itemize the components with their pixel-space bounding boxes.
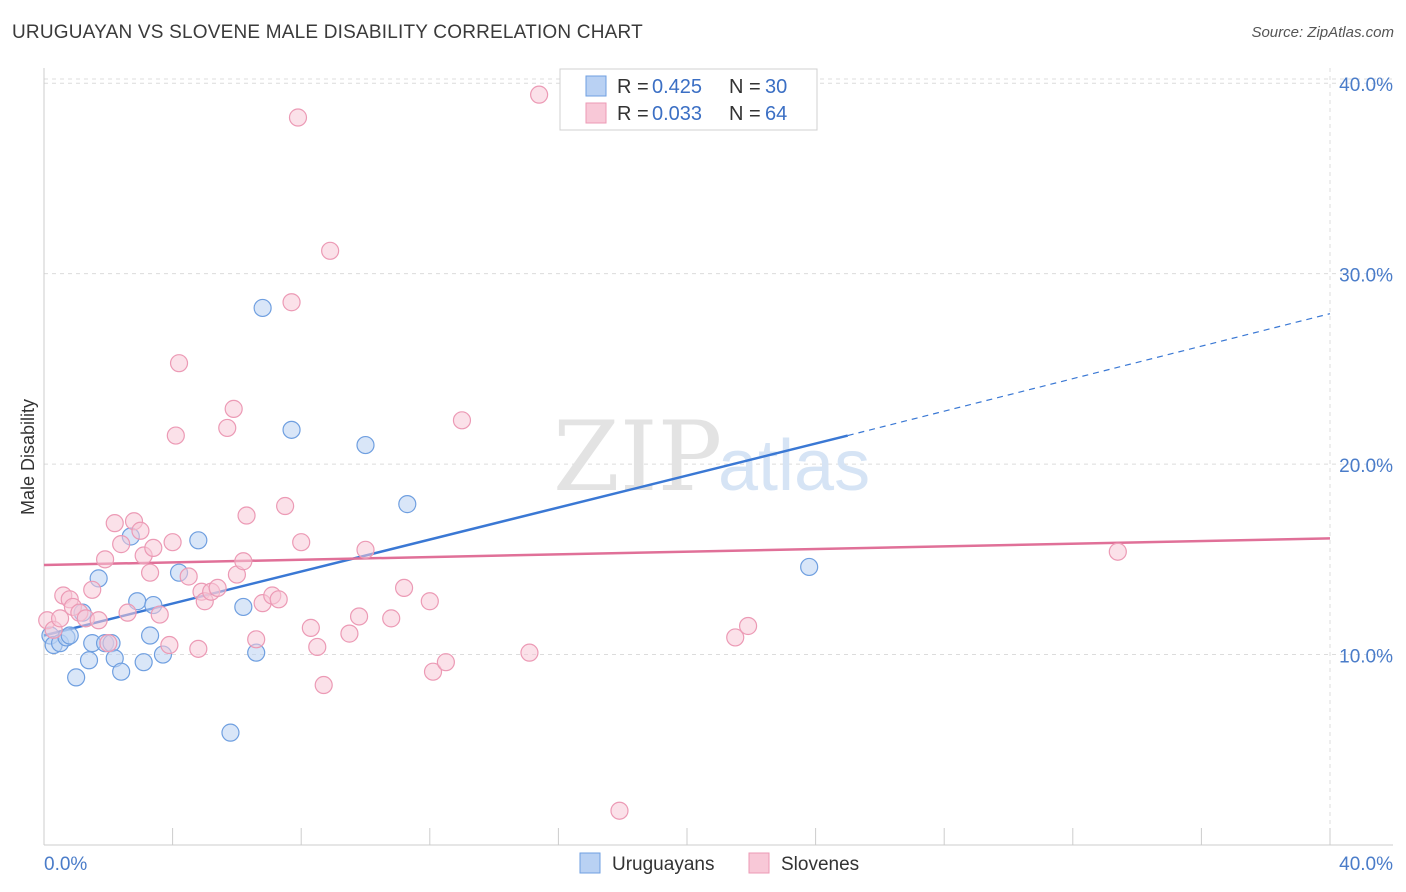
legend-r-label-1: R = (617, 76, 649, 98)
bottom-legend-swatch-uruguayans (579, 852, 601, 874)
point-slovenes-42 (288, 108, 308, 127)
point-uruguayans-26 (282, 420, 301, 439)
legend-n-value-2: 64 (765, 103, 787, 125)
point-slovenes-20 (150, 605, 169, 624)
point-slovenes-43 (292, 533, 311, 552)
point-slovenes-11 (99, 634, 118, 653)
point-uruguayans-25 (253, 298, 272, 318)
point-uruguayans-7 (79, 651, 99, 670)
y-tick-label-30: 30.0% (1339, 266, 1393, 287)
point-slovenes-45 (308, 637, 327, 657)
y-tick-labels: 10.0% 20.0% 30.0% 40.0% (1339, 75, 1393, 667)
point-slovenes-9 (89, 611, 108, 630)
point-slovenes-36 (247, 630, 266, 649)
bottom-legend-label-uruguayans: Uruguayans (612, 854, 714, 875)
point-slovenes-54 (423, 662, 443, 681)
point-slovenes-46 (314, 675, 333, 695)
point-slovenes-19 (144, 538, 163, 558)
point-slovenes-39 (269, 590, 288, 609)
point-slovenes-61 (738, 616, 758, 636)
bottom-legend: Uruguayans Slovenes (579, 852, 859, 875)
point-uruguayans-4 (60, 626, 79, 645)
point-slovenes-14 (118, 603, 137, 622)
point-slovenes-51 (382, 609, 401, 628)
legend-n-label-1: N = (729, 76, 761, 98)
point-slovenes-35 (237, 506, 256, 525)
point-slovenes-57 (520, 643, 539, 662)
point-uruguayans-16 (134, 653, 153, 672)
point-slovenes-10 (95, 550, 115, 569)
point-slovenes-24 (169, 354, 189, 373)
point-slovenes-56 (452, 411, 472, 430)
point-slovenes-18 (140, 563, 160, 582)
trend-line-extension-uruguayans (847, 313, 1331, 437)
point-slovenes-48 (340, 624, 359, 643)
point-uruguayans-13 (112, 662, 131, 681)
point-slovenes-49 (349, 607, 369, 626)
point-slovenes-58 (530, 85, 549, 104)
point-slovenes-50 (356, 540, 375, 559)
point-slovenes-40 (276, 496, 295, 516)
point-uruguayans-5 (67, 668, 86, 687)
point-slovenes-21 (160, 635, 179, 655)
data-points (38, 85, 1127, 820)
point-slovenes-53 (420, 592, 439, 611)
bottom-legend-label-slovenes: Slovenes (781, 854, 859, 875)
point-uruguayans-17 (140, 626, 160, 645)
legend-r-label-2: R = (617, 103, 649, 125)
legend-swatch-slovenes (585, 102, 607, 124)
point-slovenes-41 (282, 293, 301, 312)
x-tick-label-right: 40.0% (1339, 854, 1393, 875)
point-slovenes-2 (50, 609, 70, 628)
legend-n-value-1: 30 (765, 76, 787, 98)
legend-swatch-uruguayans (585, 75, 607, 97)
source-label: Source: ZipAtlas.com (1251, 24, 1394, 41)
point-slovenes-52 (394, 578, 414, 598)
watermark-atlas: atlas (718, 426, 870, 506)
point-slovenes-34 (234, 552, 253, 571)
point-uruguayans-21 (189, 531, 208, 550)
point-uruguayans-23 (234, 597, 253, 617)
trend-line-uruguayans (43, 434, 849, 637)
point-uruguayans-28 (398, 495, 417, 514)
point-uruguayans-29 (800, 557, 819, 577)
point-slovenes-55 (436, 653, 455, 672)
point-slovenes-8 (83, 580, 102, 599)
point-slovenes-26 (189, 639, 208, 658)
point-slovenes-47 (321, 241, 340, 260)
point-slovenes-30 (208, 578, 227, 598)
legend-r-value-1: 0.425 (652, 76, 702, 98)
y-axis-label: Male Disability (18, 399, 38, 515)
point-slovenes-22 (163, 533, 182, 552)
point-slovenes-32 (224, 399, 243, 418)
watermark: ZIP atlas (553, 401, 870, 513)
x-tick-label-left: 0.0% (44, 854, 87, 875)
point-uruguayans-22 (221, 723, 240, 742)
point-uruguayans-27 (356, 435, 375, 455)
point-slovenes-62 (1108, 542, 1127, 561)
trend-line-slovenes (43, 537, 1331, 567)
point-slovenes-25 (179, 567, 198, 586)
y-tick-label-20: 20.0% (1339, 456, 1393, 477)
y-tick-label-40: 40.0% (1339, 75, 1393, 96)
axes (43, 68, 1393, 846)
legend-box: R = 0.425 N = 30 R = 0.033 N = 64 (559, 68, 818, 131)
point-slovenes-23 (166, 426, 185, 445)
trend-lines (43, 313, 1331, 637)
point-slovenes-12 (105, 514, 124, 533)
bottom-legend-swatch-slovenes (748, 852, 770, 874)
point-slovenes-60 (726, 628, 745, 647)
point-slovenes-59 (610, 801, 629, 820)
point-slovenes-16 (131, 521, 150, 540)
y-tick-label-10: 10.0% (1339, 647, 1393, 668)
chart-title: URUGUAYAN VS SLOVENE MALE DISABILITY COR… (12, 22, 643, 43)
point-slovenes-13 (112, 535, 131, 554)
watermark-zip: ZIP (553, 401, 722, 513)
point-slovenes-44 (301, 618, 320, 637)
legend-n-label-2: N = (729, 103, 761, 125)
legend-r-value-2: 0.033 (652, 103, 702, 125)
point-slovenes-31 (218, 418, 237, 438)
